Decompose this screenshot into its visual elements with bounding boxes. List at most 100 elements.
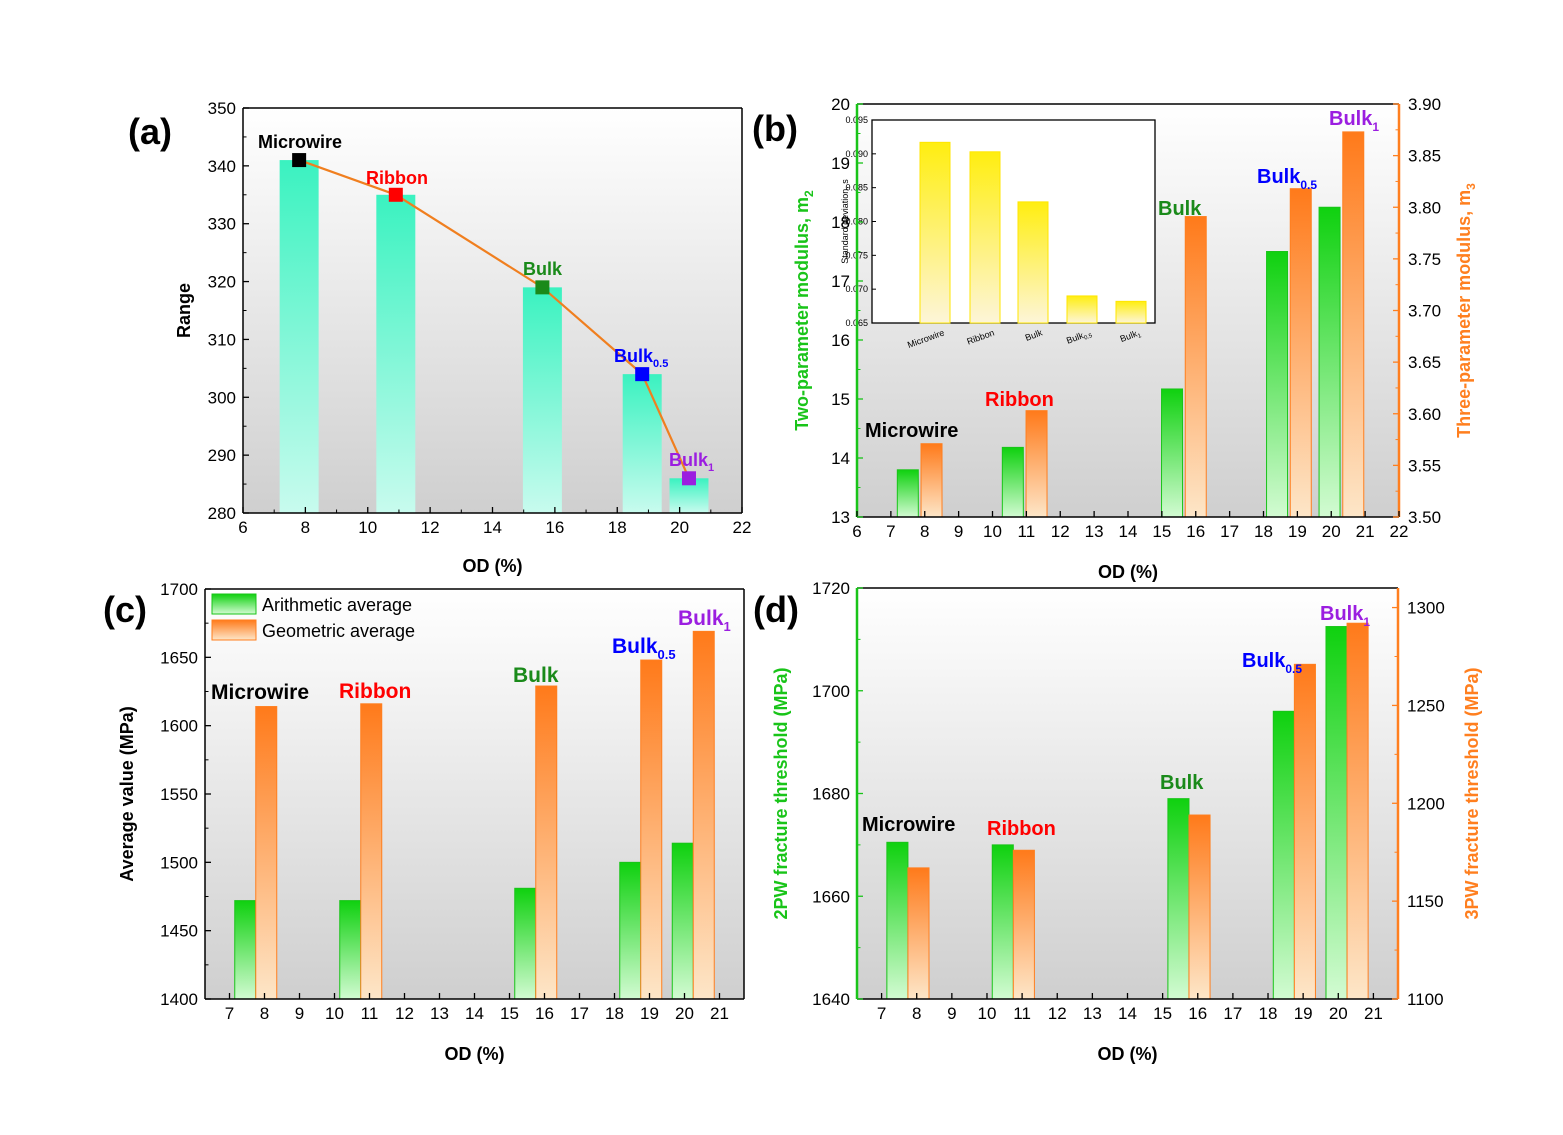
x-tick-label: 19 [640,1004,659,1023]
inset-bar [1066,295,1098,324]
category-label: Ribbon [985,389,1054,411]
x-tick-label: 21 [1364,1004,1383,1023]
category-label: Ribbon [366,168,428,188]
y2-tick-label: 3.75 [1408,250,1441,269]
x-tick-label: 14 [1118,1004,1137,1023]
category-label: Bulk [1160,772,1204,794]
category-label: Bulk1 [1329,108,1379,134]
y-tick-label: 350 [208,99,236,118]
range-point [681,471,696,486]
x-tick-label: 7 [886,522,895,541]
category-label: Microwire [865,420,958,442]
y-tick-label: 300 [208,388,236,407]
x-tick-label: 12 [1051,522,1070,541]
inset-bar [1017,201,1049,324]
x-tick-label: 22 [733,518,752,537]
category-label: Microwire [862,814,955,836]
category-label: Ribbon [339,680,411,703]
y-tick-label: 18 [831,213,850,232]
y2-tick-label: 1300 [1407,599,1445,618]
x-tick-label: 10 [978,1004,997,1023]
y2-tick-label: 3.80 [1408,198,1441,217]
y-axis-label: Two-parameter modulus, m2 [792,190,816,431]
y-axis-label: Range [174,283,194,338]
x-tick-label: 13 [1083,1004,1102,1023]
x-tick-label: 21 [710,1004,729,1023]
range-bar [522,287,562,513]
y-tick-label: 1500 [160,853,198,872]
modulus-bar-3p [1342,131,1365,518]
panel-label: (d) [753,589,799,630]
threshold-bar-2pw [886,841,909,1000]
threshold-bar-3pw [1346,622,1369,1000]
y2-tick-label: 3.55 [1408,456,1441,475]
category-label: Bulk [1158,198,1202,220]
average-bar-arithmetic [514,887,537,1000]
x-tick-label: 10 [983,522,1002,541]
x-tick-label: 20 [675,1004,694,1023]
inset-bar [1115,300,1147,324]
y2-tick-label: 3.90 [1408,95,1441,114]
x-tick-label: 18 [605,1004,624,1023]
legend-swatch-geometric [211,619,257,641]
average-bar-geometric [640,659,663,1000]
x-tick-label: 7 [225,1004,234,1023]
modulus-bar-2p [1318,206,1341,518]
average-bar-arithmetic [339,900,362,1000]
y-tick-label: 310 [208,330,236,349]
x-tick-label: 20 [670,518,689,537]
x-tick-label: 13 [430,1004,449,1023]
category-label: Microwire [211,681,309,704]
threshold-bar-3pw [1293,663,1316,1000]
y2-axis-label: 3PW fracture threshold (MPa) [1462,667,1482,919]
y-axis-label: 2PW fracture threshold (MPa) [771,667,791,919]
x-tick-label: 8 [912,1004,921,1023]
x-tick-label: 18 [1259,1004,1278,1023]
legend-label-arithmetic: Arithmetic average [262,595,412,615]
x-tick-label: 10 [358,518,377,537]
y2-tick-label: 1100 [1407,990,1444,1009]
x-tick-label: 7 [877,1004,886,1023]
x-tick-label: 17 [570,1004,589,1023]
x-tick-label: 6 [852,522,861,541]
x-tick-label: 10 [325,1004,344,1023]
x-tick-label: 22 [1390,522,1409,541]
y-tick-label: 1720 [812,579,850,598]
x-tick-label: 11 [1013,1004,1031,1023]
legend-swatch-arithmetic [211,593,257,615]
panel-label: (c) [103,589,147,630]
x-tick-label: 9 [947,1004,956,1023]
x-tick-label: 19 [1288,522,1307,541]
average-bar-arithmetic [234,900,257,1000]
x-tick-label: 9 [954,522,963,541]
inset-bar [919,141,951,324]
y-tick-label: 330 [208,215,236,234]
y-tick-label: 17 [831,272,850,291]
threshold-bar-2pw [1272,710,1295,1000]
category-label: Microwire [258,132,342,152]
modulus-bar-3p [1289,188,1312,518]
inset-y-axis-label: Standard deviation, s [840,179,850,264]
x-tick-label: 18 [608,518,627,537]
legend-label-geometric: Geometric average [262,621,415,641]
modulus-bar-2p [1266,251,1289,518]
x-tick-label: 8 [301,518,310,537]
x-tick-label: 15 [500,1004,519,1023]
y-tick-label: 340 [208,157,236,176]
range-bar [376,194,416,514]
x-tick-label: 14 [465,1004,484,1023]
y-tick-label: 1600 [160,717,198,736]
y2-tick-label: 3.65 [1408,353,1441,372]
x-tick-label: 15 [1152,522,1171,541]
y-tick-label: 280 [208,504,236,523]
x-tick-label: 17 [1220,522,1239,541]
modulus-bar-3p [1025,410,1048,518]
inset-frame [871,119,1156,324]
x-tick-label: 14 [1119,522,1138,541]
modulus-bar-3p [920,443,943,518]
x-tick-label: 17 [1223,1004,1242,1023]
y-tick-label: 1550 [160,785,198,804]
y-tick-label: 1450 [160,922,198,941]
y-tick-label: 320 [208,273,236,292]
category-label: Bulk1 [669,450,714,474]
